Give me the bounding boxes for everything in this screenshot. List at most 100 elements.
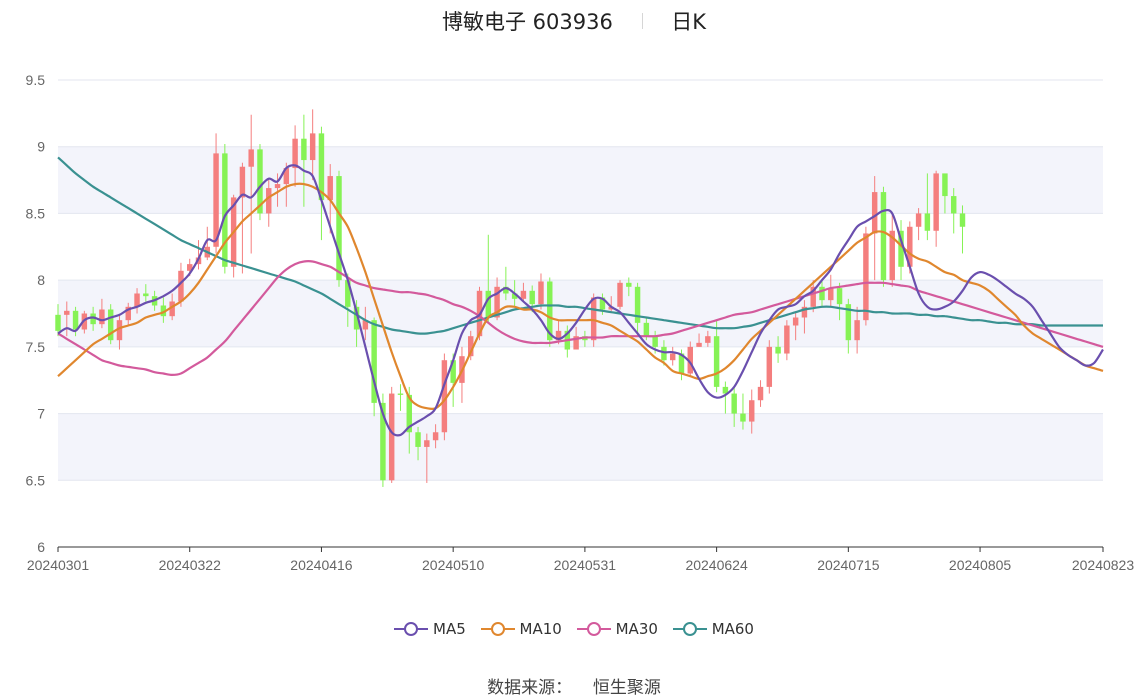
candle-body [669,353,676,361]
data-source: 数据来源： 恒生聚源 [0,673,1148,698]
plot-band [58,480,1103,547]
candle-body [547,281,553,341]
candle-body [950,196,957,214]
candle-body [406,394,412,433]
candle-body [696,342,702,347]
candle-body [160,305,167,317]
candlestick-chart: 6 6.5 7 7.5 8 8.5 9 9.5 20240301 20240322 2024041… [26,72,1135,573]
candle-body [652,336,658,347]
plot-bands [58,80,1103,547]
x-tick-label: 20240823 [1072,557,1135,573]
candle-body [810,286,816,307]
candle-body [213,153,219,247]
candle-body [503,286,509,294]
candle-body [274,184,281,189]
y-axis: 6 6.5 7 7.5 8 8.5 9 9.5 [26,72,46,555]
candle-body [942,173,948,197]
candle-body [924,213,931,231]
legend-ma30-icon [576,622,611,636]
candle-body [898,230,904,267]
candle-body [915,213,922,227]
legend-ma10-icon [480,622,515,636]
candle-body [107,309,114,341]
legend-ma60-label: MA60 [711,620,754,638]
y-tick-label: 6 [37,539,45,555]
candle-body [678,353,685,374]
ma60-line [57,156,1103,335]
candle-body [318,133,325,201]
legend-ma30-label: MA30 [615,620,658,638]
candle-body [828,288,834,301]
candle-body [143,293,149,297]
plot-band [58,280,1103,347]
candle-body [187,264,193,271]
candle-body [415,432,421,447]
x-tick-label: 20240301 [27,557,90,573]
candle-body [687,346,693,374]
legend-ma30[interactable]: MA30 [576,620,658,638]
candle-body [749,400,755,422]
x-tick-label: 20240624 [685,557,748,573]
candle-body [301,138,307,161]
candle-body [371,320,377,403]
y-tick-label: 8.5 [26,205,46,221]
candle-body [722,386,729,394]
candle-body [836,288,843,305]
y-tick-label: 8 [37,272,45,288]
legend-ma10[interactable]: MA10 [480,620,562,638]
candle-body [880,192,887,281]
candle-body [529,290,535,305]
y-tick-label: 9 [37,139,45,155]
plot-band [58,346,1103,414]
candle-body [511,293,518,299]
legend-ma10-label: MA10 [519,620,562,638]
candle-body [784,325,790,354]
legend-ma60[interactable]: MA60 [672,620,754,638]
y-tick-label: 7 [37,406,45,422]
candle-body [933,173,939,231]
candle-body [555,330,562,341]
x-tick-label: 20240531 [554,557,617,573]
candle-body [239,166,246,198]
y-tick-label: 6.5 [26,472,46,488]
y-tick-label: 9.5 [26,72,46,88]
candle-body [441,360,448,433]
plot-band [58,80,1103,147]
chart-period: 日K [671,10,706,34]
candle-body [125,306,131,321]
x-axis: 20240301 20240322 20240416 20240510 20240531… [27,546,1135,573]
candle-body [713,336,720,387]
candle-body [309,133,316,161]
candle-body [485,290,492,318]
x-tick-label: 20240416 [290,557,353,573]
candle-body [494,286,500,318]
candle-body [257,149,263,214]
candle-body [55,314,61,331]
candle-body [134,293,140,307]
candle-body [432,432,439,441]
candle-body [380,402,386,481]
ma-lines [57,156,1104,437]
legend: MA5 MA10 MA30 MA60 [0,620,1148,641]
chart-title: 博敏电子 603936 [442,10,613,34]
data-source-value: 恒生聚源 [592,678,661,698]
candle-body [705,336,711,343]
legend-ma5[interactable]: MA5 [394,620,466,638]
candle-body [520,290,527,299]
candle-body [863,233,869,321]
candle-body [661,346,667,361]
candle-body [345,280,351,307]
candle-body [292,138,298,169]
candle-body [845,304,852,341]
candle-body [959,213,966,227]
candle-body [757,386,764,401]
candle-body [169,301,175,317]
candle-body [792,317,799,326]
ma5-line [57,164,1104,437]
candle-body [617,282,623,307]
candle-body [72,310,79,330]
x-tick-label: 20240510 [422,557,485,573]
candle-body [907,226,913,267]
data-source-label: 数据来源： [487,678,573,698]
candle-body [178,270,184,302]
